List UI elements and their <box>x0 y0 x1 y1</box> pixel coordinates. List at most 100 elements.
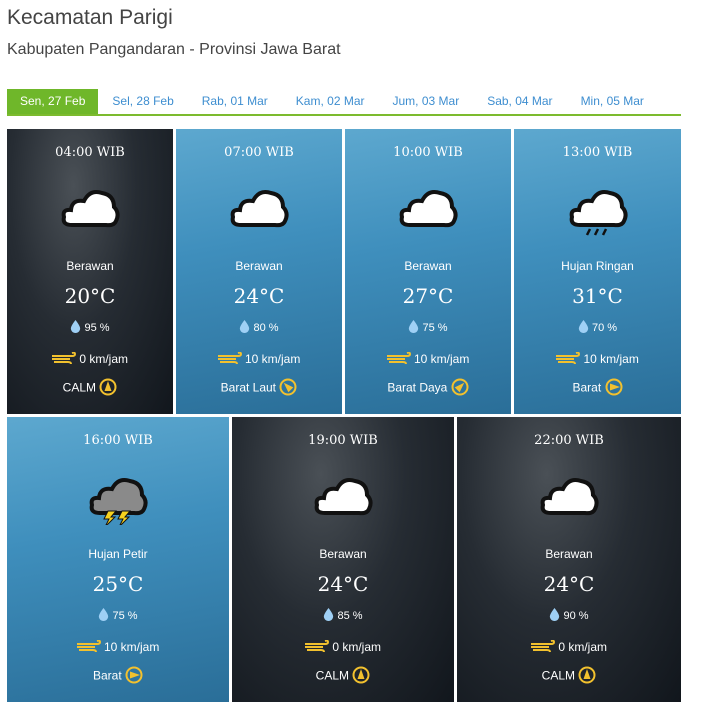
forecast-humidity: 95 % <box>7 320 173 336</box>
forecast-condition: Berawan <box>319 547 367 561</box>
forecast-humidity: 90 % <box>457 608 681 624</box>
wind-direction-label: Barat <box>572 380 602 395</box>
forecast-temperature: 25°C <box>92 572 144 596</box>
humidity-value: 85 % <box>337 609 363 622</box>
cloud-icon <box>58 181 122 237</box>
wind-icon <box>556 352 581 367</box>
forecast-time: 19:00 WIB <box>308 433 378 448</box>
tab-date[interactable]: Kam, 02 Mar <box>295 94 365 108</box>
forecast-temperature: 24°C <box>317 572 369 596</box>
humidity-value: 70 % <box>591 321 618 334</box>
forecast-wind: 10 km/jam <box>176 352 342 367</box>
forecast-card: 13:00 WIB Hujan Ringan 31°C 70 % 10 km/j… <box>514 129 681 414</box>
forecast-time: 10:00 WIB <box>393 145 463 160</box>
tab-date[interactable]: Sen, 27 Feb <box>7 89 99 114</box>
tab-date[interactable]: Sel, 28 Feb <box>112 94 174 108</box>
water-drop-icon <box>578 320 589 336</box>
cloud-icon <box>537 469 601 525</box>
forecast-card: 19:00 WIB Berawan 24°C 85 % 0 km/jam CAL… <box>232 417 454 702</box>
wind-direction-arrow-icon <box>578 666 596 687</box>
forecast-condition: Hujan Petir <box>88 547 148 561</box>
forecast-card: 07:00 WIB Berawan 24°C 80 % 10 km/jam Ba… <box>176 129 342 414</box>
wind-direction-label: Barat <box>92 668 122 683</box>
forecast-humidity: 75 % <box>7 608 229 624</box>
date-tabs: Sen, 27 Feb Sel, 28 Feb Rab, 01 Mar Kam, 02… <box>7 89 681 116</box>
forecast-wind: 0 km/jam <box>232 640 454 655</box>
humidity-value: 75 % <box>112 609 138 622</box>
humidity-value: 95 % <box>84 321 110 334</box>
water-drop-icon <box>323 608 334 624</box>
forecast-wind: 10 km/jam <box>345 352 511 367</box>
forecast-time: 16:00 WIB <box>83 433 153 448</box>
forecast-condition: Berawan <box>545 547 593 561</box>
wind-direction-arrow-icon <box>352 666 370 687</box>
forecast-temperature: 24°C <box>233 284 285 308</box>
wind-direction-arrow-icon <box>451 378 469 399</box>
wind-direction-label: CALM <box>62 380 96 395</box>
tab-date[interactable]: Rab, 01 Mar <box>201 94 268 108</box>
water-drop-icon <box>408 320 419 336</box>
wind-direction-arrow-icon <box>125 666 143 687</box>
light-rain-icon <box>566 181 630 237</box>
forecast-time: 07:00 WIB <box>224 145 294 160</box>
forecast-card: 04:00 WIB Berawan 20°C 95 % 0 km/jam CAL… <box>7 129 173 414</box>
forecast-temperature: 20°C <box>64 284 116 308</box>
forecast-humidity: 75 % <box>345 320 511 336</box>
forecast-wind-direction: Barat Laut <box>176 378 342 399</box>
wind-direction-label: Barat Daya <box>387 380 448 395</box>
forecast-humidity: 80 % <box>176 320 342 336</box>
forecast-temperature: 24°C <box>543 572 595 596</box>
wind-direction-label: CALM <box>315 668 349 683</box>
forecast-temperature: 31°C <box>572 284 623 308</box>
page-title: Kecamatan Parigi <box>7 6 173 29</box>
forecast-condition: Berawan <box>66 259 114 273</box>
wind-direction-arrow-icon <box>279 378 297 399</box>
water-drop-icon <box>98 608 109 624</box>
wind-speed: 0 km/jam <box>332 640 382 654</box>
forecast-condition: Hujan Ringan <box>561 259 634 273</box>
wind-icon <box>530 640 555 655</box>
forecast-card: 10:00 WIB Berawan 27°C 75 % 10 km/jam Ba… <box>345 129 511 414</box>
wind-speed: 10 km/jam <box>413 352 470 366</box>
wind-speed: 0 km/jam <box>79 352 129 366</box>
forecast-card: 22:00 WIB Berawan 24°C 90 % 0 km/jam CAL… <box>457 417 681 702</box>
forecast-wind: 10 km/jam <box>514 352 681 367</box>
forecast-time: 13:00 WIB <box>562 145 633 160</box>
forecast-temperature: 27°C <box>402 284 454 308</box>
humidity-value: 75 % <box>422 321 448 334</box>
humidity-value: 90 % <box>563 609 589 622</box>
cloud-icon <box>311 469 375 525</box>
forecast-wind-direction: Barat <box>514 378 681 399</box>
forecast-condition: Berawan <box>404 259 452 273</box>
forecast-humidity: 70 % <box>514 320 681 336</box>
forecast-wind: 10 km/jam <box>7 640 229 655</box>
wind-icon <box>76 640 101 655</box>
forecast-time: 22:00 WIB <box>534 433 604 448</box>
page-subtitle: Kabupaten Pangandaran - Provinsi Jawa Ba… <box>7 41 341 58</box>
cloud-icon <box>227 181 291 237</box>
forecast-humidity: 85 % <box>232 608 454 624</box>
forecast-wind: 0 km/jam <box>457 640 681 655</box>
forecast-wind-direction: Barat Daya <box>345 378 511 399</box>
water-drop-icon <box>549 608 560 624</box>
wind-direction-arrow-icon <box>605 378 623 399</box>
wind-speed: 10 km/jam <box>583 352 639 366</box>
wind-icon <box>51 352 76 367</box>
water-drop-icon <box>70 320 81 336</box>
water-drop-icon <box>239 320 250 336</box>
tab-date[interactable]: Jum, 03 Mar <box>392 94 460 108</box>
tab-date[interactable]: Min, 05 Mar <box>580 94 644 108</box>
wind-direction-label: Barat Laut <box>220 380 277 395</box>
wind-icon <box>386 352 411 367</box>
cloud-icon <box>396 181 460 237</box>
wind-direction-arrow-icon <box>99 378 117 399</box>
tab-date[interactable]: Sab, 04 Mar <box>487 94 553 108</box>
forecast-wind-direction: CALM <box>7 378 173 399</box>
forecast-wind-direction: CALM <box>232 666 454 687</box>
forecast-wind-direction: CALM <box>457 666 681 687</box>
wind-speed: 0 km/jam <box>558 640 608 654</box>
forecast-wind: 0 km/jam <box>7 352 173 367</box>
wind-speed: 10 km/jam <box>244 352 301 366</box>
wind-icon <box>217 352 242 367</box>
wind-direction-label: CALM <box>541 668 575 683</box>
